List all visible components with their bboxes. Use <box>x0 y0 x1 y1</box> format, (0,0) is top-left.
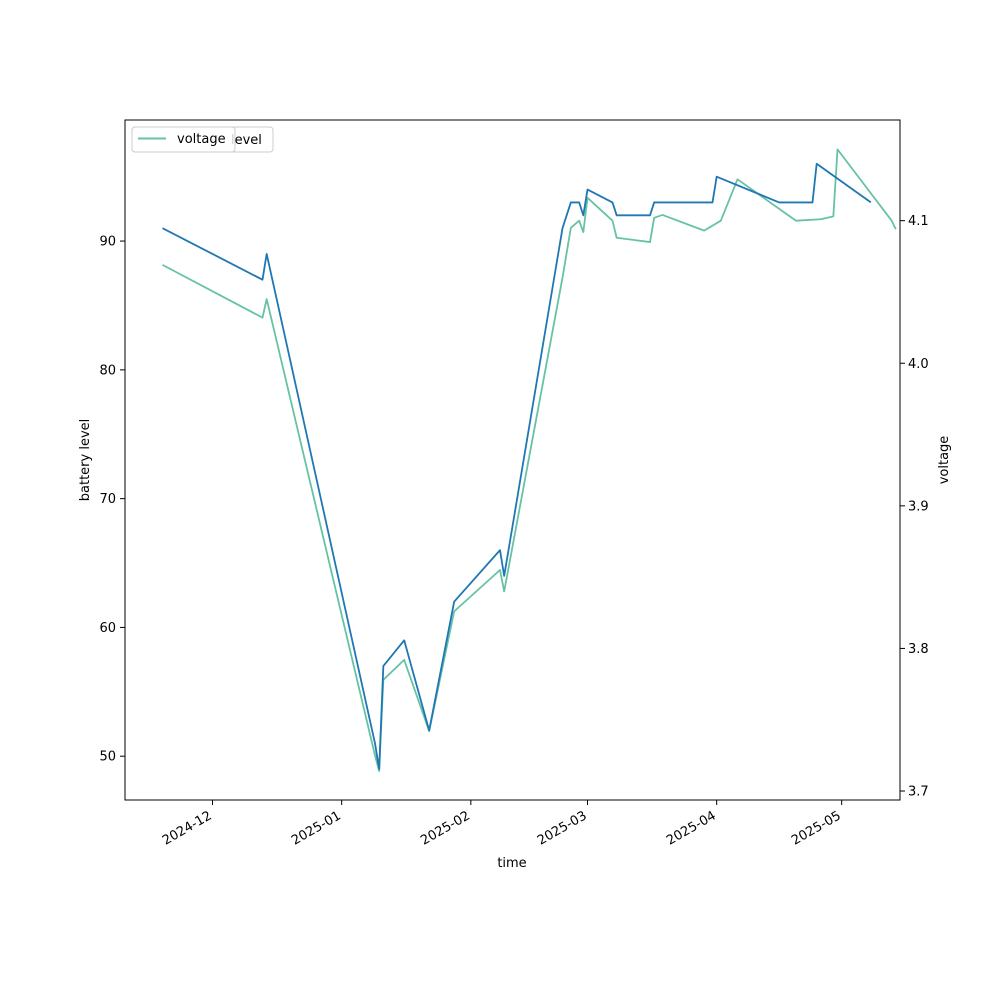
legend-voltage-box <box>131 126 236 153</box>
y-right-tick-label: 4.1 <box>908 214 929 229</box>
series-layer <box>162 148 897 772</box>
y-left-tick-label: 80 <box>99 363 116 378</box>
legend-level-label: level <box>231 133 262 148</box>
y-right-tick-label: 4.0 <box>908 357 929 372</box>
y-right-tick-label: 3.8 <box>908 642 929 657</box>
x-tick-label: 2025-04 <box>664 808 719 848</box>
y-left-tick-label: 60 <box>99 621 116 636</box>
x-tick-label: 2024-12 <box>160 808 215 848</box>
x-tick-label: 2025-03 <box>535 808 590 848</box>
x-tick-label: 2025-05 <box>789 808 844 848</box>
x-tick-label: 2025-01 <box>289 808 344 848</box>
y-left-axis-ticks: 50 60 70 80 90 <box>99 235 125 765</box>
plot-area <box>125 120 900 800</box>
y-right-axis-ticks: 3.7 3.8 3.9 4.0 4.1 <box>900 214 929 800</box>
y-left-tick-label: 90 <box>99 235 116 250</box>
legend-voltage-label: voltage <box>177 132 226 147</box>
x-tick-label: 2025-02 <box>418 808 473 848</box>
x-axis-ticks: 2024-12 2025-01 2025-02 2025-03 2025-04 2025-… <box>160 800 844 849</box>
y-right-tick-label: 3.9 <box>908 499 929 514</box>
y-right-tick-label: 3.7 <box>908 785 929 800</box>
series-line-level <box>162 162 872 770</box>
y-left-tick-label: 50 <box>99 750 116 765</box>
y-left-tick-label: 70 <box>99 492 116 507</box>
y-right-axis-label: voltage <box>937 436 952 485</box>
legend-voltage: voltage <box>131 126 236 153</box>
x-axis-label: time <box>497 856 526 871</box>
y-left-axis-label: battery level <box>78 419 93 502</box>
plot-frame <box>124 119 901 801</box>
